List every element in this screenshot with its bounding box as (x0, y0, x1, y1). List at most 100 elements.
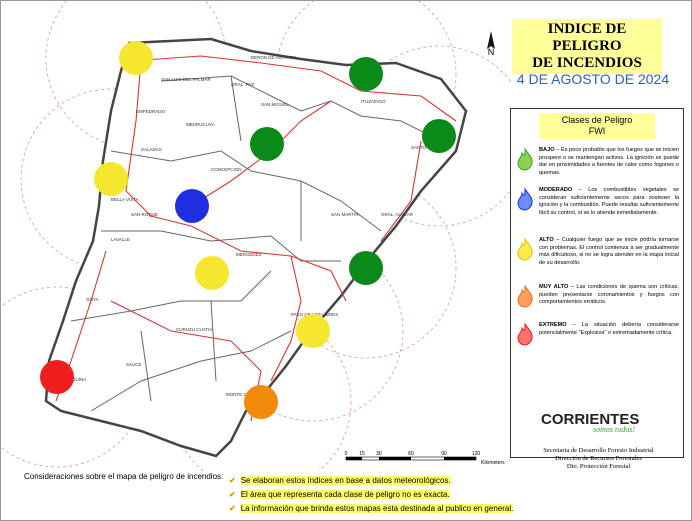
province-outline (44, 37, 468, 458)
fire-icon (517, 237, 533, 261)
place-label: ESQUINA (66, 377, 86, 382)
scale-label: 0 (345, 451, 348, 457)
legend-text: MUY ALTO – Las condiciones de quema son … (539, 284, 679, 308)
place-label: SANTO TOME (411, 145, 441, 150)
flame (517, 187, 533, 211)
class-name: MUY ALTO (539, 284, 569, 290)
place-label: SAN ROQUE (131, 212, 158, 217)
station-extremo (40, 360, 74, 394)
place-label: SALADAS (141, 147, 162, 152)
station-alto (296, 314, 330, 348)
place-label: EMPEDRADO (136, 109, 166, 114)
legend: Clases de Peligro FWI BAJO – Es poco prob… (510, 108, 684, 458)
station-muy-alto (244, 385, 278, 419)
place-label: CURUZU CUATIA (176, 327, 212, 332)
class-text: – La situación debería considerarse pote… (539, 322, 679, 336)
map: BERON DE ASTRADA SAN LUIS DEL PALMAR GRAL.… (1, 1, 511, 471)
legend-text: EXTREMO – La situación debería considera… (539, 322, 679, 346)
class-name: ALTO (539, 237, 554, 243)
legend-text: MODERADO – Los combustibles vegetales se… (539, 187, 679, 217)
scale-unit: Kilometers (481, 460, 505, 466)
class-name: EXTREMO (539, 322, 567, 328)
agency-line: Secretaria de Desarrollo Foresto Industr… (543, 447, 654, 454)
north-arrow: N (487, 31, 495, 57)
station-bajo (422, 119, 456, 153)
stations (40, 41, 456, 419)
legend-subtitle: FWI (588, 126, 606, 136)
agency-line: Dto. Protección Forestal (566, 463, 631, 470)
consideration-item: ✔ La información que brinda estos mapas e… (229, 502, 514, 516)
date: 4 DE AGOSTO DE 2024 (516, 71, 670, 87)
place-label: CONCEPCION (211, 167, 242, 172)
place-label: GOYA (86, 297, 99, 302)
place-label: GRAL. ALVEAR (381, 212, 414, 217)
scale-label: 60 (408, 451, 414, 457)
flame (517, 322, 533, 346)
station-alto (195, 256, 229, 290)
place-label: LAVALLE (111, 237, 130, 242)
legend-class: BAJO – Es poco probable que los fuegos q… (515, 147, 679, 177)
place-label: SAN MIGUEL (261, 102, 289, 107)
station-bajo (250, 127, 284, 161)
consideration-item: ✔ Se elaboran estos índices en base a dat… (229, 474, 513, 488)
check: ✔ (229, 490, 236, 499)
place-label: BELLA VISTA (111, 197, 139, 202)
scale-label: 90 (441, 451, 447, 457)
place-label: SAN LUIS DEL PALMAR (161, 77, 212, 82)
place-label: GRAL. PAZ (231, 82, 254, 87)
consideration-text: Se elaboran estos índices en base a dato… (240, 476, 451, 485)
station-moderado (175, 189, 209, 223)
fire-icon (517, 147, 533, 171)
considerations-title: Consideraciones sobre el mapa de peligro… (24, 472, 224, 481)
place-label: MERCEDES (236, 252, 262, 257)
class-text: – Es poco probable que los fuegos que se… (539, 147, 679, 176)
flame (517, 237, 533, 261)
place-label: BERON DE ASTRADA (251, 55, 297, 60)
scale-label: 30 (376, 451, 382, 457)
legend-class: MUY ALTO – Las condiciones de quema son … (515, 284, 679, 308)
class-text: – Las condiciones de quema son críticas,… (539, 284, 679, 306)
place-label: ITUZAINGO (361, 99, 386, 104)
title-line: DE INCENDIOS (532, 55, 642, 71)
legend-text: ALTO – Cualquier fuego que se inicie pod… (539, 237, 679, 267)
legend-title: Clases de Peligro (561, 115, 633, 125)
check: ✔ (229, 504, 236, 513)
title: INDICE DE PELIGRO DE INCENDIOS (512, 19, 662, 74)
fire-icon (517, 187, 533, 211)
consideration-text: El área que representa cada clase de pel… (240, 490, 450, 499)
logo: CORRIENTES (541, 411, 640, 428)
class-text: – Los combustibles vegetales se consider… (539, 187, 679, 216)
legend-class: MODERADO – Los combustibles vegetales se… (515, 187, 679, 217)
consideration-text: La información que brinda estos mapas es… (240, 504, 514, 513)
title-line: INDICE DE PELIGRO (547, 21, 627, 54)
scale-label: 120 (472, 451, 481, 457)
station-bajo (349, 251, 383, 285)
class-text: – Cualquier fuego que se inicie podría t… (539, 237, 679, 266)
slogan: somos todos! (593, 425, 636, 434)
legend-class: ALTO – Cualquier fuego que se inicie pod… (515, 237, 679, 267)
considerations: ✔ Se elaboran estos índices en base a dat… (229, 474, 514, 516)
class-name: BAJO (539, 147, 555, 153)
flame (517, 284, 533, 308)
station-bajo (349, 57, 383, 91)
fire-icon (517, 322, 533, 346)
legend-header: Clases de Peligro FWI (539, 113, 655, 139)
north-label: N (488, 47, 495, 57)
legend-text: BAJO – Es poco probable que los fuegos q… (539, 147, 679, 177)
place-label: SAN MARTIN (331, 212, 359, 217)
agency: Secretaria de Desarrollo Foresto Industr… (521, 447, 676, 471)
station-alto (94, 162, 128, 196)
check: ✔ (229, 476, 236, 485)
consideration-item: ✔ El área que representa cada clase de pe… (229, 488, 513, 502)
agency-line: Dirección de Recursos Forestales (555, 455, 642, 462)
class-name: MODERADO (539, 187, 573, 193)
scale-label: 15 (359, 451, 365, 457)
place-label: MBURUCUYA (186, 122, 215, 127)
place-label: SAUCE (126, 362, 142, 367)
fire-icon (517, 284, 533, 308)
station-alto (119, 41, 153, 75)
flame (517, 147, 533, 171)
legend-class: EXTREMO – La situación debería considera… (515, 322, 679, 346)
